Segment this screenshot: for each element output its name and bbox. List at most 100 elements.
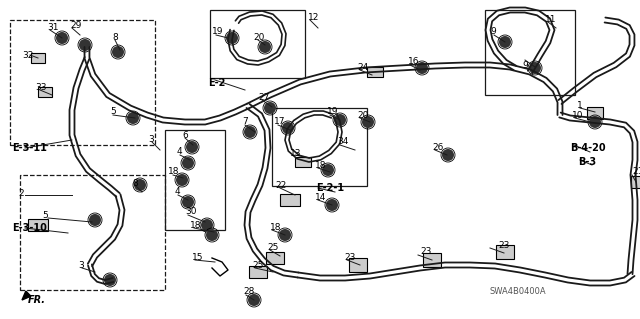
Circle shape	[176, 174, 188, 186]
Text: 24: 24	[357, 63, 368, 71]
Circle shape	[416, 62, 428, 74]
Bar	[423, 253, 441, 267]
Text: 15: 15	[192, 253, 204, 262]
Text: 5: 5	[42, 211, 48, 219]
Bar	[587, 107, 603, 119]
Text: 19: 19	[212, 27, 223, 36]
Text: 33: 33	[35, 84, 47, 93]
Bar	[210, 10, 305, 78]
Text: 23: 23	[344, 253, 355, 262]
Text: 32: 32	[22, 50, 33, 60]
Circle shape	[79, 39, 91, 51]
Circle shape	[264, 102, 276, 114]
Circle shape	[326, 199, 338, 211]
Text: 5: 5	[110, 108, 116, 116]
Circle shape	[322, 164, 334, 176]
Polygon shape	[22, 291, 31, 300]
Text: E-2: E-2	[208, 78, 225, 88]
Text: 4: 4	[177, 147, 182, 157]
Text: 25: 25	[267, 242, 278, 251]
Text: 13: 13	[290, 149, 301, 158]
Text: E-3-10: E-3-10	[12, 223, 47, 233]
Bar	[31, 53, 45, 63]
Text: 12: 12	[308, 12, 319, 21]
Circle shape	[259, 41, 271, 53]
Text: 31: 31	[47, 24, 58, 33]
Circle shape	[127, 112, 139, 124]
Circle shape	[442, 149, 454, 161]
Circle shape	[112, 46, 124, 58]
Circle shape	[206, 229, 218, 241]
Text: 4: 4	[175, 188, 180, 197]
Bar	[367, 67, 383, 77]
Text: B-3: B-3	[578, 157, 596, 167]
Text: 18: 18	[315, 160, 326, 169]
Text: B-4-20: B-4-20	[570, 143, 605, 153]
Text: 17: 17	[274, 117, 285, 127]
Circle shape	[226, 32, 238, 44]
Text: 11: 11	[545, 14, 557, 24]
Circle shape	[56, 32, 68, 44]
Text: 9: 9	[490, 27, 496, 36]
Bar	[249, 266, 267, 278]
Text: E-3-11: E-3-11	[12, 143, 47, 153]
Text: 21: 21	[632, 167, 640, 176]
Bar	[485, 10, 575, 95]
Bar	[496, 245, 514, 259]
Circle shape	[529, 62, 541, 74]
Text: 1: 1	[577, 100, 583, 109]
Text: 23: 23	[498, 241, 509, 249]
Circle shape	[244, 126, 256, 138]
Bar	[295, 157, 311, 167]
Circle shape	[89, 214, 101, 226]
Text: 16: 16	[408, 57, 419, 66]
Bar	[38, 87, 52, 97]
Circle shape	[362, 116, 374, 128]
Text: 3: 3	[78, 261, 84, 270]
Circle shape	[201, 219, 213, 231]
Text: 25: 25	[252, 261, 264, 270]
Text: 23: 23	[420, 248, 431, 256]
Circle shape	[104, 274, 116, 286]
Text: 22: 22	[275, 181, 286, 189]
Bar	[349, 258, 367, 272]
Bar	[266, 252, 284, 264]
Bar	[165, 130, 225, 230]
Circle shape	[279, 229, 291, 241]
Text: 8: 8	[112, 33, 118, 41]
Text: 30: 30	[185, 207, 196, 217]
Text: 9: 9	[522, 61, 528, 70]
Text: E-2-1: E-2-1	[316, 183, 344, 193]
Text: 19: 19	[327, 108, 339, 116]
Text: 8: 8	[132, 179, 138, 188]
Text: 18: 18	[168, 167, 179, 176]
Text: 2: 2	[18, 189, 24, 197]
Text: 20: 20	[253, 33, 264, 41]
Circle shape	[186, 141, 198, 153]
Text: SWA4B0400A: SWA4B0400A	[490, 287, 547, 296]
Circle shape	[248, 294, 260, 306]
Circle shape	[182, 157, 194, 169]
Text: 20: 20	[357, 110, 369, 120]
Text: 18: 18	[190, 221, 202, 231]
Bar	[10, 20, 155, 145]
Circle shape	[499, 36, 511, 48]
Circle shape	[282, 122, 294, 134]
Text: 3: 3	[148, 136, 154, 145]
Text: 18: 18	[270, 222, 282, 232]
Circle shape	[182, 196, 194, 208]
Text: 14: 14	[315, 192, 326, 202]
Circle shape	[134, 179, 146, 191]
Bar	[631, 176, 640, 188]
Text: 6: 6	[182, 130, 188, 139]
Circle shape	[334, 114, 346, 126]
Text: 27: 27	[258, 93, 269, 101]
Bar	[20, 175, 165, 290]
Text: 7: 7	[242, 117, 248, 127]
Text: FR.: FR.	[28, 295, 46, 305]
Bar	[272, 108, 367, 186]
Text: 10: 10	[572, 110, 584, 120]
Text: 28: 28	[243, 287, 254, 296]
Text: 26: 26	[432, 144, 444, 152]
Text: 34: 34	[337, 137, 348, 146]
